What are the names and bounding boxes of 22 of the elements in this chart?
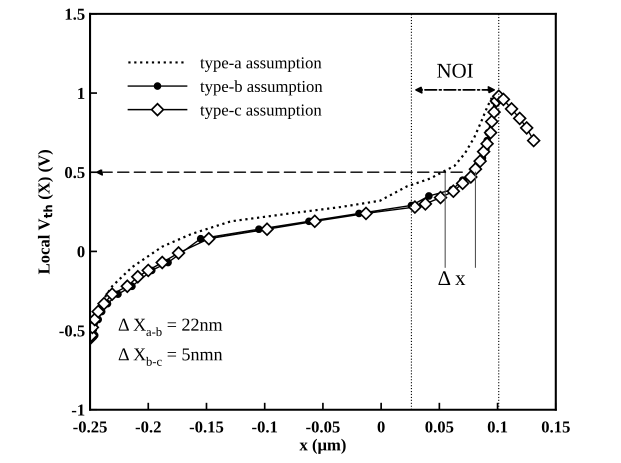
legend-label: type-c assumption [200,104,322,120]
annotation: NOI [437,64,473,78]
y-tick-label: -1 [72,404,84,416]
annotation: Δ x [438,271,466,285]
x-tick-label: 0.05 [425,421,454,433]
legend-label: type-b assumption [200,80,322,96]
y-tick-label: -0.5 [59,325,85,337]
legend-label: type-a assumption [200,57,322,72]
x-tick-label: 0 [378,421,385,433]
y-tick-label: 1.5 [66,8,85,20]
x-axis-title: x (μm) [300,438,346,454]
y-tick-label: 0 [77,246,85,258]
y-tick-label: 0.5 [64,166,85,178]
x-tick-label: 0.1 [488,421,508,433]
x-tick-label: -0.05 [306,421,340,433]
x-tick-label: -0.2 [136,421,161,433]
x-tick-label: 0.15 [542,421,570,433]
y-tick-label: 1 [78,88,84,99]
x-tick-label: -0.1 [252,421,278,433]
x-tick-label: -0.15 [190,421,224,433]
x-tick-label: -0.25 [73,421,107,433]
y-axis-title: Local V$_{th}$ (X) (V) [38,150,54,274]
